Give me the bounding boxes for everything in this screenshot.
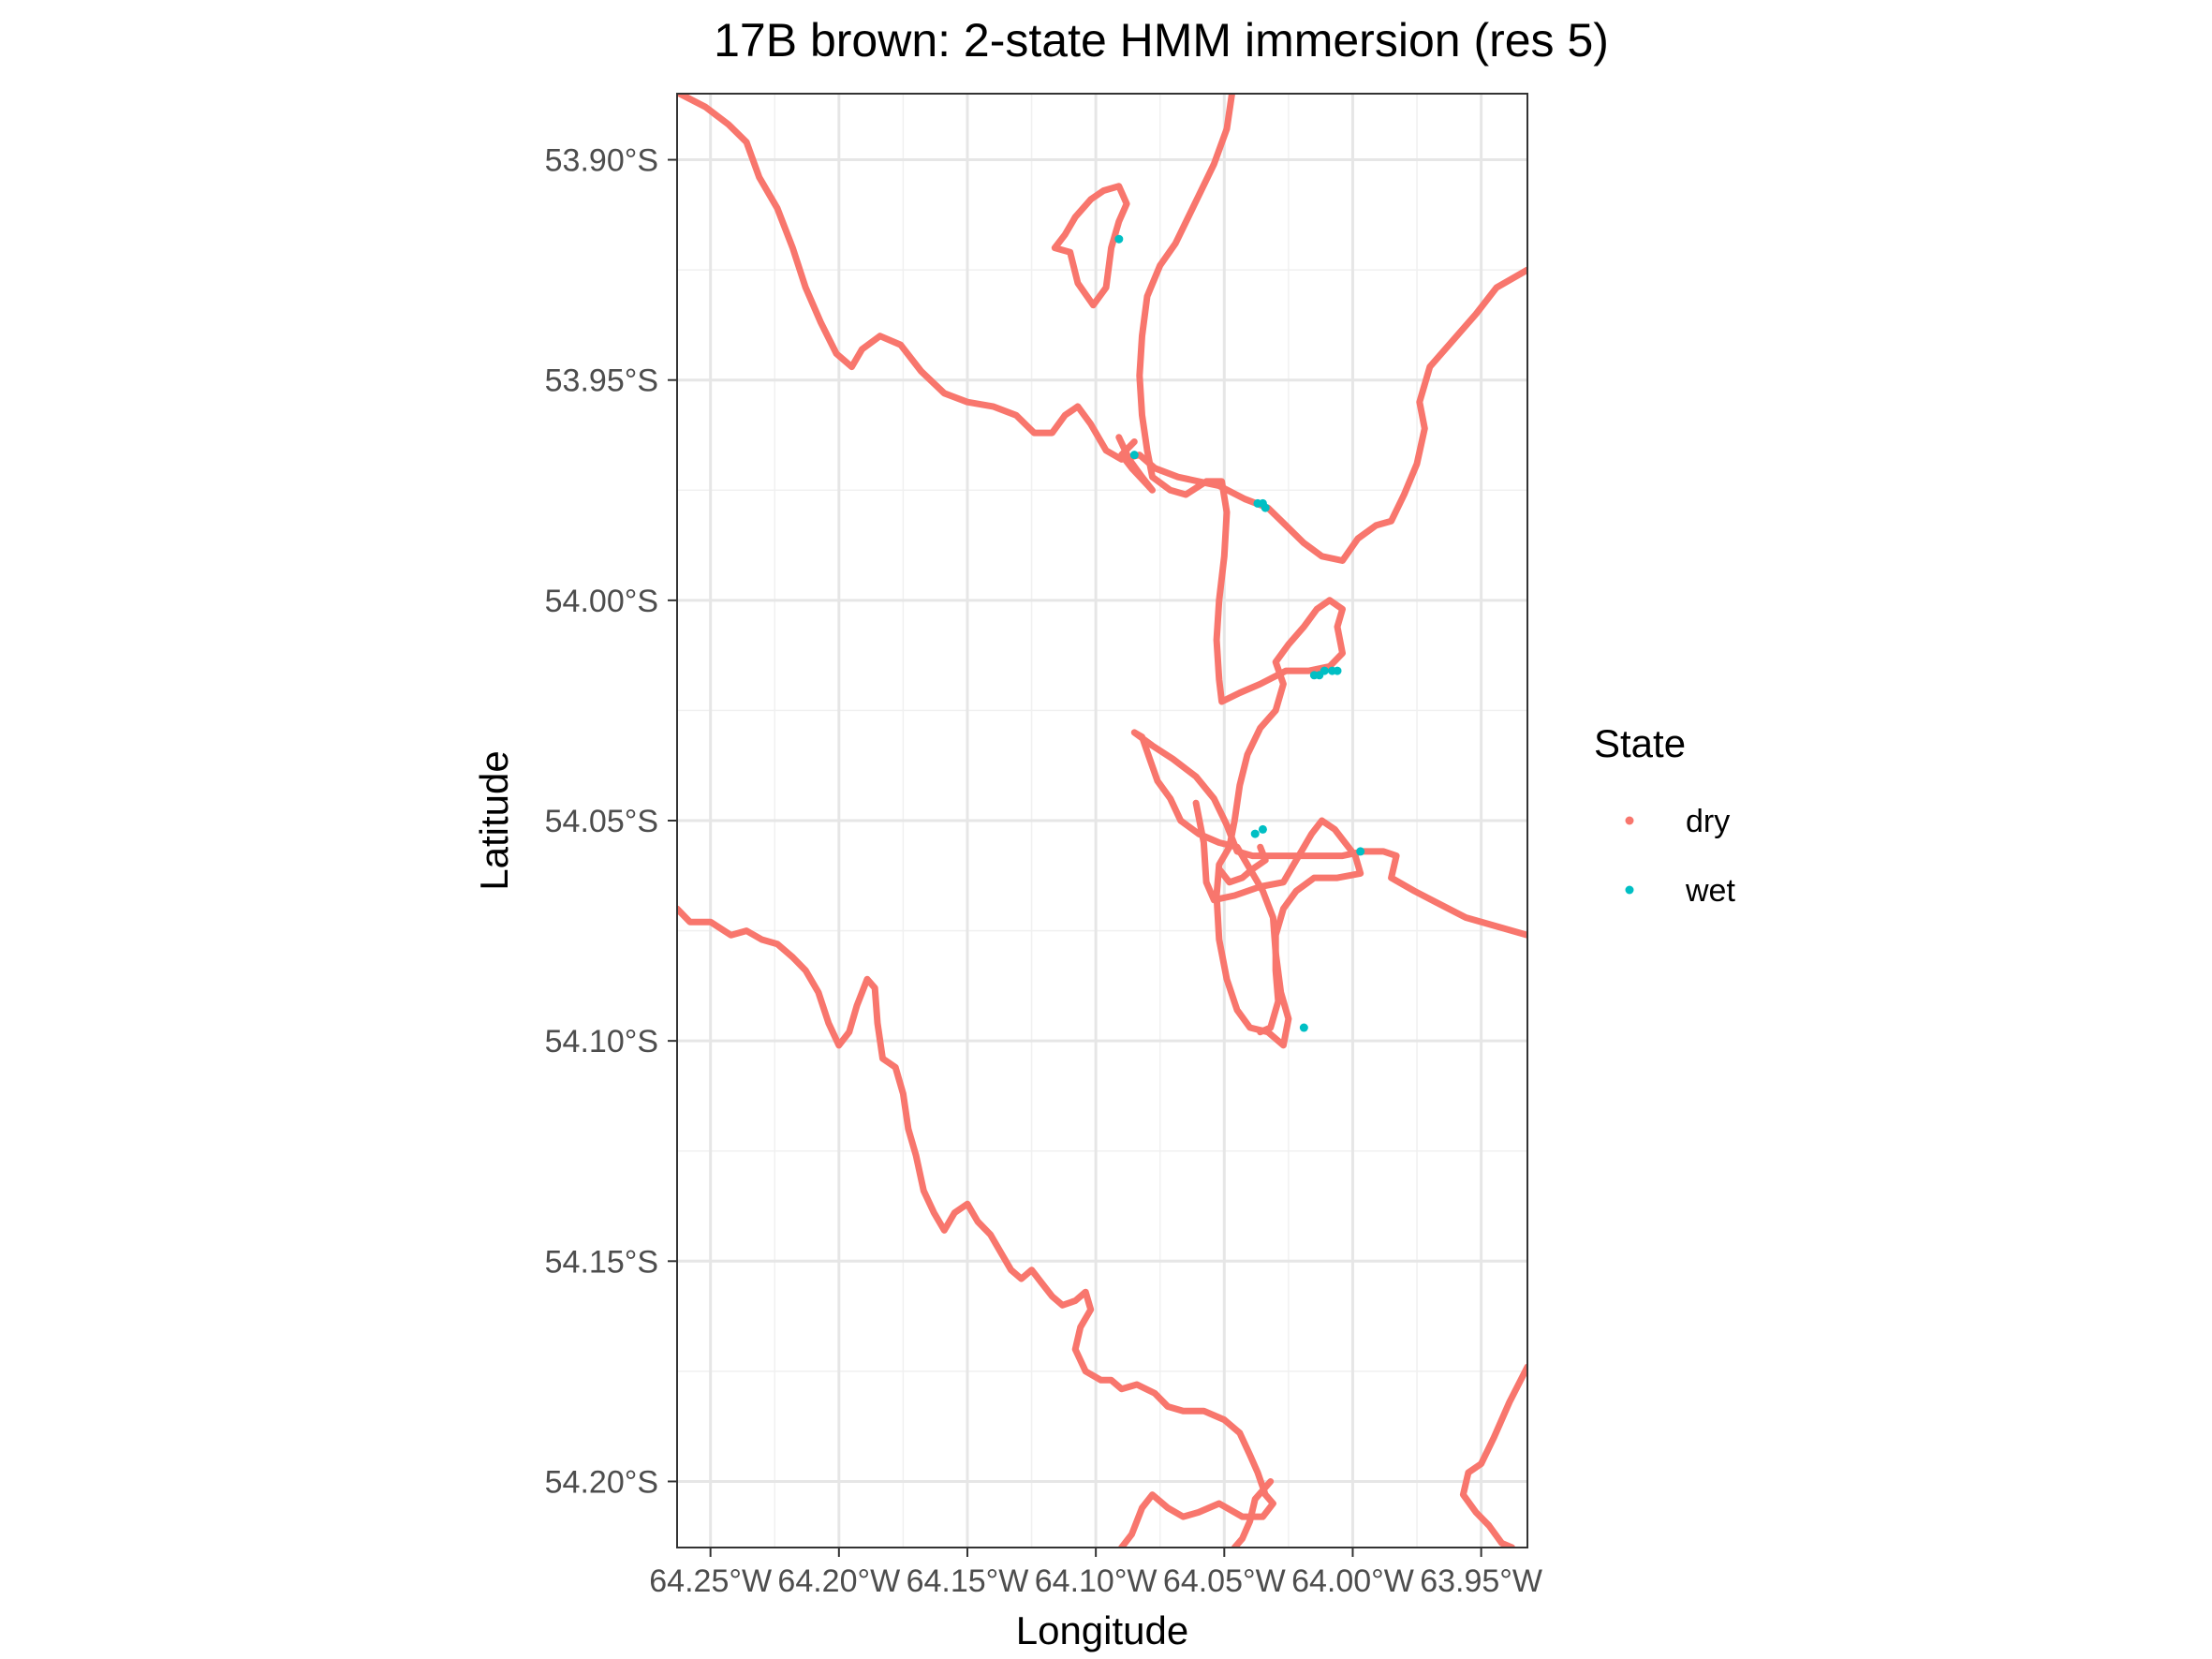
wet-point bbox=[1261, 503, 1270, 512]
x-tick-label: 64.25°W bbox=[649, 1563, 772, 1599]
dry-track-path bbox=[1130, 94, 1527, 1049]
legend: State dry wet bbox=[1594, 721, 1735, 909]
wet-point bbox=[1129, 451, 1139, 460]
y-axis-ticks: 53.90°S 53.95°S 54.00°S 54.05°S 54.10°S 54.15… bbox=[545, 143, 677, 1500]
y-tick-label: 53.95°S bbox=[545, 363, 658, 399]
legend-swatch-dry bbox=[1625, 816, 1634, 825]
dry-track-path bbox=[1192, 799, 1364, 1036]
legend-item-wet: wet bbox=[1625, 873, 1735, 909]
y-tick-label: 54.00°S bbox=[545, 584, 658, 619]
wet-point bbox=[1250, 829, 1260, 838]
y-tick-label: 53.90°S bbox=[545, 143, 658, 179]
y-tick-label: 54.15°S bbox=[545, 1244, 658, 1280]
x-tick-label: 64.05°W bbox=[1163, 1563, 1286, 1599]
wet-point bbox=[1320, 666, 1329, 675]
legend-title: State bbox=[1594, 721, 1686, 765]
y-axis-label: Latitude bbox=[472, 750, 516, 890]
dry-track-path bbox=[1231, 1478, 1275, 1548]
x-tick-label: 64.15°W bbox=[907, 1563, 1029, 1599]
wet-point bbox=[1258, 824, 1267, 834]
dry-track-path bbox=[677, 905, 1276, 1548]
dry-track-path bbox=[1216, 843, 1269, 886]
major-gridlines bbox=[677, 94, 1527, 1548]
wet-state-points bbox=[1114, 234, 1365, 1032]
x-tick-label: 64.00°W bbox=[1291, 1563, 1414, 1599]
y-tick-label: 54.20°S bbox=[545, 1464, 658, 1500]
x-axis-ticks: 64.25°W 64.20°W 64.15°W 64.10°W 64.05°W 64.00… bbox=[649, 1548, 1542, 1599]
legend-label-wet: wet bbox=[1685, 873, 1735, 909]
dry-track-path bbox=[677, 94, 1527, 564]
dry-track-path bbox=[1115, 434, 1156, 494]
wet-point bbox=[1333, 666, 1342, 675]
dry-state-tracks bbox=[677, 94, 1527, 1548]
y-tick-label: 54.10°S bbox=[545, 1024, 658, 1059]
x-tick-label: 64.20°W bbox=[777, 1563, 900, 1599]
chart-title: 17B brown: 2-state HMM immersion (res 5) bbox=[714, 14, 1609, 67]
legend-label-dry: dry bbox=[1686, 804, 1730, 839]
legend-item-dry: dry bbox=[1625, 804, 1730, 839]
legend-swatch-wet bbox=[1625, 885, 1634, 895]
x-tick-label: 64.10°W bbox=[1035, 1563, 1158, 1599]
wet-point bbox=[1299, 1023, 1308, 1032]
wet-point bbox=[1356, 847, 1365, 856]
x-tick-label: 63.95°W bbox=[1420, 1563, 1542, 1599]
x-axis-label: Longitude bbox=[1016, 1608, 1189, 1652]
wet-point bbox=[1114, 234, 1124, 244]
y-tick-label: 54.05°S bbox=[545, 804, 658, 839]
dry-track-path bbox=[1459, 1363, 1527, 1548]
dry-track-path bbox=[1051, 183, 1130, 309]
